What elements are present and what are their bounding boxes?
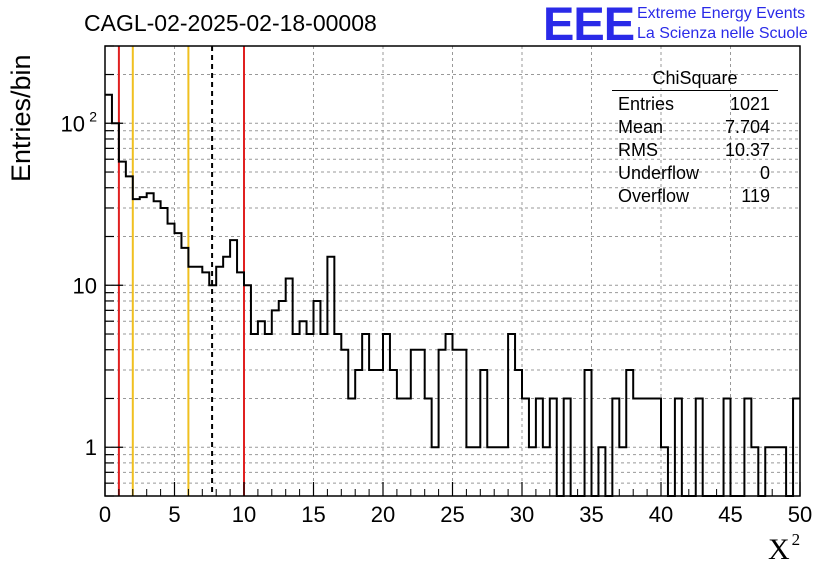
- stats-title: ChiSquare: [612, 68, 778, 91]
- x-tick-label: 5: [168, 502, 180, 527]
- y-tick-label: 10: [61, 111, 85, 136]
- axis-ticks: [104, 45, 801, 497]
- stats-row-rms: RMS 10.37: [612, 139, 778, 162]
- x-tick-label: 45: [718, 502, 742, 527]
- stats-box: ChiSquare Entries 1021 Mean 7.704 RMS 10.37…: [612, 68, 778, 208]
- stats-row-entries: Entries 1021: [612, 93, 778, 116]
- x-tick-label: 50: [788, 502, 812, 527]
- stats-value: 119: [741, 186, 770, 206]
- x-axis-label-sup: 2: [791, 530, 801, 549]
- stats-label: Entries: [618, 94, 675, 114]
- y-tick-label: 1: [85, 435, 97, 460]
- stats-value: 0: [759, 163, 770, 183]
- y-tick-label: 10: [73, 273, 97, 298]
- stats-row-overflow: Overflow 119: [612, 185, 778, 208]
- brand-text: Extreme Energy Events La Scienza nelle S…: [637, 4, 808, 44]
- stats-value: 7.704: [724, 117, 770, 137]
- x-tick-label: 20: [371, 502, 395, 527]
- x-tick-label: 40: [649, 502, 673, 527]
- x-tick-label: 25: [440, 502, 464, 527]
- eee-logo: EEE: [543, 0, 635, 50]
- stats-row-mean: Mean 7.704: [612, 116, 778, 139]
- x-tick-label: 30: [510, 502, 534, 527]
- stats-label: Mean: [618, 117, 664, 137]
- brand-line2: La Scienza nelle Scuole: [637, 25, 808, 42]
- x-tick-label: 15: [301, 502, 325, 527]
- x-tick-label: 10: [232, 502, 256, 527]
- y-tick-label-sup: 2: [89, 108, 97, 124]
- chart-title: CAGL-02-2025-02-18-00008: [84, 10, 377, 36]
- stats-label: Underflow: [618, 163, 700, 183]
- brand-line1: Extreme Energy Events: [637, 5, 806, 22]
- stats-row-underflow: Underflow 0: [612, 162, 778, 185]
- y-axis-label: Entries/bin: [6, 54, 36, 182]
- stats-label: Overflow: [618, 186, 690, 206]
- x-tick-label: 0: [99, 502, 111, 527]
- reference-lines: [117, 46, 245, 496]
- stats-value: 10.37: [724, 140, 770, 160]
- x-axis-label-base: X: [768, 533, 790, 566]
- stats-value: 1021: [729, 94, 770, 114]
- x-tick-label: 35: [579, 502, 603, 527]
- stats-label: RMS: [618, 140, 658, 160]
